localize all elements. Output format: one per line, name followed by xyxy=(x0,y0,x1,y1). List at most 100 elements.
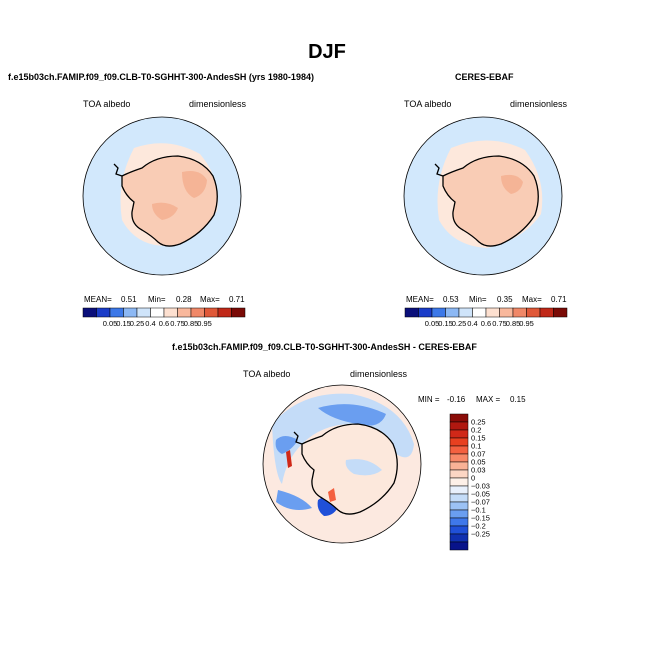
obs-colorbar-tick-label: 0.6 xyxy=(481,319,491,328)
obs-colorbar-tick-label: 0.15 xyxy=(438,319,453,328)
model-colorbar-tick-label: 0.25 xyxy=(130,319,145,328)
diff-colorbar-box xyxy=(449,517,469,527)
model-colorbar-box xyxy=(204,307,219,318)
diff-positive-patch xyxy=(328,488,336,502)
obs-colorbar-box xyxy=(539,307,554,318)
obs-mean-label: MEAN= xyxy=(406,295,434,304)
figure-title: DJF xyxy=(308,41,346,63)
model-colorbar-tick-label: 0.05 xyxy=(103,319,118,328)
diff-interior-negative xyxy=(345,459,382,476)
diff-colorbar-box xyxy=(449,541,469,551)
obs-colorbar-tick-label: 0.75 xyxy=(492,319,507,328)
diff-colorbar-box xyxy=(449,421,469,431)
obs-max-label: Max= xyxy=(522,295,542,304)
obs-coastline xyxy=(434,155,539,247)
diff-panel-title: f.e15b03ch.FAMIP.f09_f09.CLB-T0-SGHHT-30… xyxy=(172,342,477,352)
obs-mean-value: 0.53 xyxy=(443,295,459,304)
obs-colorbar-box xyxy=(404,307,419,318)
diff-colorbar-tick-label: 0.15 xyxy=(471,434,486,443)
diff-colorbar-tick-label: 0.25 xyxy=(471,418,486,427)
diff-colorbar-tick-label: −0.05 xyxy=(471,490,490,499)
model-mean-value: 0.51 xyxy=(121,295,137,304)
diff-negative-core-north xyxy=(318,404,386,426)
model-colorbar-box xyxy=(190,307,205,318)
model-variable-label: TOA albedo xyxy=(83,99,131,109)
model-colorbar-box xyxy=(96,307,111,318)
model-colorbar-box xyxy=(82,307,97,318)
diff-colorbar-tick-label: −0.2 xyxy=(471,522,486,531)
obs-min-label: Min= xyxy=(469,295,487,304)
model-colorbar-tick-label: 0.6 xyxy=(159,319,169,328)
model-colorbar-box xyxy=(217,307,232,318)
diff-colorbar-box xyxy=(449,485,469,495)
model-min-value: 0.28 xyxy=(176,295,192,304)
diff-colorbar-tick-label: 0.1 xyxy=(471,442,481,451)
diff-colorbar-tick-label: −0.15 xyxy=(471,514,490,523)
diff-colorbar-box xyxy=(449,477,469,487)
diff-colorbar-tick-label: −0.1 xyxy=(471,506,486,515)
model-colorbar-box xyxy=(177,307,192,318)
model-colorbar-box xyxy=(109,307,124,318)
model-colorbar-box xyxy=(231,307,246,318)
diff-negative-patch-sw xyxy=(276,490,312,510)
model-colorbar: 0.050.150.25 0.4 0.6 0.750.850.95 xyxy=(82,307,246,328)
obs-max-value: 0.71 xyxy=(551,295,567,304)
model-mean-label: MEAN= xyxy=(84,295,112,304)
obs-colorbar-box xyxy=(526,307,541,318)
diff-colorbar-box xyxy=(449,533,469,543)
diff-colorbar-box xyxy=(449,509,469,519)
model-polar-map xyxy=(82,116,242,276)
model-ice-high-zone xyxy=(182,171,207,198)
obs-variable-label: TOA albedo xyxy=(404,99,452,109)
obs-colorbar-box xyxy=(458,307,473,318)
model-panel-title: f.e15b03ch.FAMIP.f09_f09.CLB-T0-SGHHT-30… xyxy=(8,72,314,82)
obs-min-value: 0.35 xyxy=(497,295,513,304)
diff-colorbar-box xyxy=(449,437,469,447)
diff-min-value: -0.16 xyxy=(447,395,466,404)
obs-map-border xyxy=(403,116,563,276)
model-colorbar-box xyxy=(136,307,151,318)
diff-colorbar: 0.250.20.150.10.070.050.030−0.03−0.05−0.… xyxy=(449,413,490,551)
diff-polar-map xyxy=(262,384,422,544)
diff-colorbar-box xyxy=(449,501,469,511)
model-colorbar-box xyxy=(150,307,165,318)
diff-colorbar-tick-label: 0.07 xyxy=(471,450,486,459)
obs-units-label: dimensionless xyxy=(510,99,568,109)
diff-negative-core-west xyxy=(275,436,298,454)
diff-colorbar-tick-label: 0.2 xyxy=(471,426,481,435)
model-colorbar-tick-label: 0.15 xyxy=(116,319,131,328)
diff-colorbar-box xyxy=(449,453,469,463)
model-colorbar-box xyxy=(163,307,178,318)
diff-variable-label: TOA albedo xyxy=(243,369,291,379)
model-max-label: Max= xyxy=(200,295,220,304)
diff-coastline xyxy=(293,423,398,515)
model-max-value: 0.71 xyxy=(229,295,245,304)
diff-max-label: MAX = xyxy=(476,395,501,404)
diff-colorbar-tick-label: 0.05 xyxy=(471,458,486,467)
diff-colorbar-tick-label: 0.03 xyxy=(471,466,486,475)
diff-min-label: MIN = xyxy=(418,395,440,404)
diff-colorbar-box xyxy=(449,469,469,479)
model-map-border xyxy=(82,116,242,276)
diff-colorbar-tick-label: −0.25 xyxy=(471,530,490,539)
model-colorbar-tick-label: 0.85 xyxy=(184,319,199,328)
model-colorbar-tick-label: 0.75 xyxy=(170,319,185,328)
model-colorbar-tick-label: 0.4 xyxy=(145,319,155,328)
model-ice-high-zone-2 xyxy=(152,202,178,220)
diff-units-label: dimensionless xyxy=(350,369,408,379)
model-min-label: Min= xyxy=(148,295,166,304)
obs-colorbar-tick-label: 0.4 xyxy=(467,319,477,328)
diff-colorbar-box xyxy=(449,493,469,503)
obs-colorbar-box xyxy=(445,307,460,318)
obs-colorbar-tick-label: 0.05 xyxy=(425,319,440,328)
model-colorbar-box xyxy=(123,307,138,318)
diff-colorbar-box xyxy=(449,525,469,535)
diff-colorbar-tick-label: −0.07 xyxy=(471,498,490,507)
obs-ice-high-zone xyxy=(501,174,523,194)
obs-colorbar-tick-label: 0.95 xyxy=(519,319,534,328)
obs-colorbar-box xyxy=(418,307,433,318)
diff-colorbar-tick-label: −0.03 xyxy=(471,482,490,491)
diff-map-border xyxy=(262,384,422,544)
obs-colorbar-box xyxy=(553,307,568,318)
diff-positive-peninsula xyxy=(286,450,292,468)
